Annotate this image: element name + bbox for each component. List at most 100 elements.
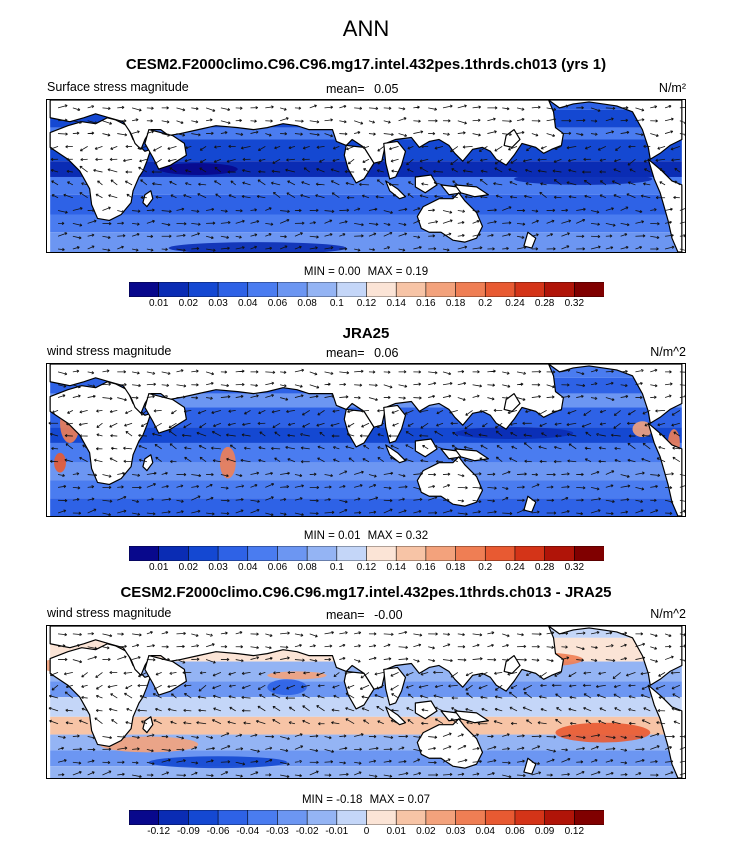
wind-arrow (494, 684, 503, 691)
wind-arrow (555, 693, 562, 699)
wind-arrow (576, 746, 585, 750)
wind-arrow (51, 684, 59, 691)
wind-arrow (463, 458, 473, 463)
wind-arrow (406, 707, 414, 712)
wind-arrow (300, 433, 310, 437)
wind-arrow (442, 132, 450, 136)
wind-arrow (345, 718, 355, 725)
wind-arrow (398, 370, 407, 374)
wind-arrow (257, 179, 266, 186)
wind-arrow (228, 409, 236, 413)
wind-arrow (250, 759, 259, 764)
wind-arrow (531, 105, 541, 109)
wind-arrow (170, 720, 177, 725)
wind-arrow (301, 181, 310, 186)
wind-arrow (620, 631, 628, 635)
wind-arrow (620, 394, 629, 399)
wind-arrow (590, 630, 600, 635)
wind-arrow (516, 397, 526, 401)
wind-arrow (250, 733, 258, 737)
wind-arrow (117, 245, 124, 250)
wind-arrow (642, 442, 651, 450)
wind-arrow (522, 421, 532, 425)
wind-arrow (635, 642, 646, 648)
wind-arrow (553, 445, 562, 450)
wind-arrow (391, 708, 399, 712)
wind-arrow (227, 170, 236, 174)
wind-arrow (457, 658, 467, 662)
wind-arrow (110, 446, 118, 450)
wind-arrow (123, 446, 133, 450)
wind-arrow (117, 370, 127, 374)
wind-arrow (258, 158, 266, 162)
wind-arrow (626, 421, 636, 426)
wind-arrow (605, 747, 616, 751)
wind-arrow (516, 759, 525, 763)
wind-arrow (272, 422, 281, 429)
wind-arrow (220, 657, 230, 662)
wind-arrow (482, 422, 488, 428)
wind-arrow (531, 510, 540, 514)
wind-arrow (376, 169, 384, 173)
wind-arrow (210, 446, 221, 450)
wind-arrow (457, 209, 466, 213)
wind-arrow (391, 169, 399, 173)
wind-arrow (332, 684, 340, 689)
panel-3-max-label: MAX = (369, 794, 405, 806)
wind-arrow (525, 672, 533, 676)
wind-arrow (316, 168, 325, 173)
wind-arrow (540, 146, 547, 150)
wind-arrow (398, 771, 409, 776)
panel-3-map (46, 625, 686, 779)
wind-arrow (582, 683, 592, 687)
panel-1-mean: mean= 0.05 (326, 82, 398, 96)
wind-arrow (428, 473, 437, 477)
wind-arrow (672, 446, 680, 450)
wind-arrow (250, 499, 260, 503)
field-band (50, 750, 682, 767)
wind-arrow (597, 146, 607, 151)
wind-arrow (605, 631, 613, 635)
wind-arrow (225, 433, 236, 437)
wind-arrow (102, 633, 113, 638)
wind-arrow (146, 119, 154, 123)
continent (416, 718, 484, 769)
field-band (50, 697, 682, 717)
wind-arrow (132, 747, 140, 751)
wind-arrow (287, 180, 296, 186)
wind-arrow (117, 383, 127, 387)
wind-arrow (404, 458, 414, 463)
wind-arrow (94, 717, 103, 725)
colorbar-bin (544, 282, 576, 297)
wind-arrow (176, 120, 184, 124)
wind-arrow (176, 473, 187, 477)
wind-arrow (102, 235, 111, 240)
wind-arrow (205, 107, 216, 112)
wind-arrow (226, 158, 236, 163)
wind-arrow (258, 410, 266, 415)
wind-arrow (368, 474, 377, 478)
wind-arrow (309, 499, 319, 503)
wind-arrow (280, 645, 289, 649)
wind-arrow (405, 672, 414, 677)
wind-arrow (87, 105, 95, 109)
wind-arrow (465, 707, 473, 712)
wind-arrow (576, 735, 586, 740)
wind-arrow (354, 106, 363, 110)
wind-arrow (324, 394, 335, 398)
wind-arrow (212, 694, 222, 699)
wind-arrow (599, 194, 607, 199)
wind-arrow (628, 434, 636, 438)
wind-arrow (442, 371, 452, 376)
panel-3-units: N/m^2 (650, 607, 686, 621)
wind-arrow (220, 745, 231, 750)
wind-arrow (590, 497, 601, 501)
wind-arrow (568, 707, 577, 712)
colorbar-tick-label: 0.04 (238, 562, 258, 573)
wind-arrow (442, 772, 453, 777)
panel-2-colorbar (129, 546, 604, 561)
panel-1-units: N/m² (658, 81, 686, 95)
wind-arrow (191, 133, 201, 137)
wind-arrow (457, 645, 466, 649)
wind-arrow (102, 474, 112, 478)
